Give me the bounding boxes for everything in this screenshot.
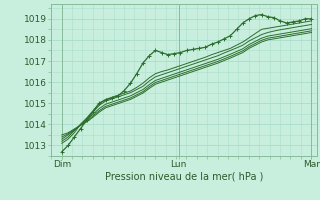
X-axis label: Pression niveau de la mer( hPa ): Pression niveau de la mer( hPa ) <box>105 172 263 182</box>
